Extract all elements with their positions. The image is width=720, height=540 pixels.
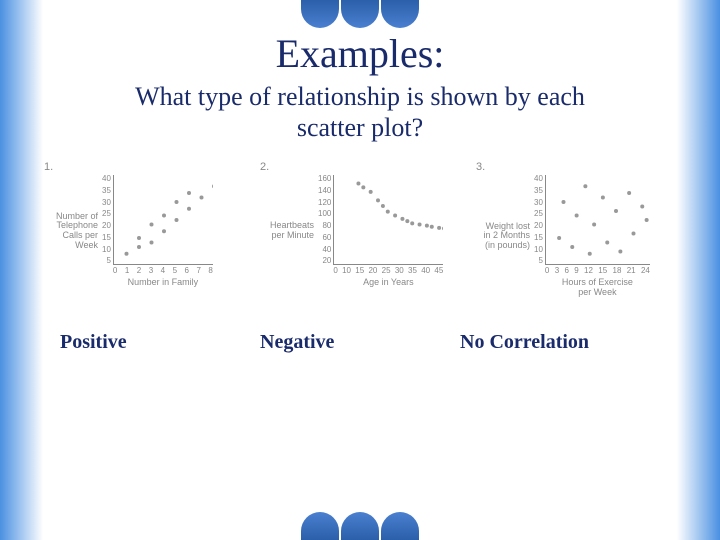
slide-title: Examples:: [40, 30, 680, 77]
chart-svg: [545, 175, 650, 265]
x-ticks: 03691215182124: [545, 265, 650, 275]
x-ticks: 01015202530354045: [333, 265, 443, 275]
tab-shape: [381, 0, 419, 28]
scatter-plot: 1.Number ofTelephoneCalls perWeek4035302…: [44, 161, 244, 297]
plots-row: 1.Number ofTelephoneCalls perWeek4035302…: [40, 161, 680, 297]
slide-subtitle: What type of relationship is shown by ea…: [40, 81, 680, 143]
answers-row: Positive Negative No Correlation: [40, 331, 680, 354]
tab-shape: [301, 512, 339, 540]
chart-wrap: 1601401201008060402001015202530354045 Age…: [318, 175, 443, 287]
chart-wrap: 403530252015105012345678 Number in Family: [102, 175, 213, 287]
y-axis-label: Heartbeatsper Minute: [260, 221, 314, 241]
subtitle-line: scatter plot?: [297, 113, 423, 142]
plot-number: 2.: [260, 161, 269, 173]
answer-label: Positive: [60, 331, 260, 354]
plot-number: 1.: [44, 161, 53, 173]
y-ticks: 403530252015105: [534, 175, 545, 265]
plot-area: Number ofTelephoneCalls perWeek403530252…: [44, 175, 244, 287]
y-ticks: 403530252015105: [102, 175, 113, 265]
decorative-tabs-top: [301, 0, 419, 28]
scatter-plot: 3.Weight lostin 2 Months(in pounds)40353…: [476, 161, 676, 297]
tab-shape: [341, 512, 379, 540]
y-ticks: 16014012010080604020: [318, 175, 333, 265]
subtitle-line: What type of relationship is shown by ea…: [135, 82, 585, 111]
decorative-tabs-bottom: [301, 512, 419, 540]
plot-area: Weight lostin 2 Months(in pounds)4035302…: [476, 175, 676, 297]
x-axis-label: Age in Years: [333, 277, 443, 287]
tab-shape: [381, 512, 419, 540]
plot-number: 3.: [476, 161, 485, 173]
chart-svg: [113, 175, 213, 265]
answer-label: No Correlation: [460, 331, 660, 354]
plot-area: Heartbeatsper Minute16014012010080604020…: [260, 175, 460, 287]
scatter-plot: 2.Heartbeatsper Minute160140120100806040…: [260, 161, 460, 297]
x-axis-label: Hours of Exerciseper Week: [545, 277, 650, 297]
chart-wrap: 40353025201510503691215182124 Hours of Ex…: [534, 175, 650, 297]
tab-shape: [301, 0, 339, 28]
y-axis-label: Weight lostin 2 Months(in pounds): [476, 222, 530, 252]
y-axis-label: Number ofTelephoneCalls perWeek: [44, 212, 98, 252]
answer-label: Negative: [260, 331, 460, 354]
chart-svg: [333, 175, 443, 265]
slide-content: Examples: What type of relationship is s…: [40, 30, 680, 354]
x-axis-label: Number in Family: [113, 277, 213, 287]
x-ticks: 012345678: [113, 265, 213, 275]
tab-shape: [341, 0, 379, 28]
